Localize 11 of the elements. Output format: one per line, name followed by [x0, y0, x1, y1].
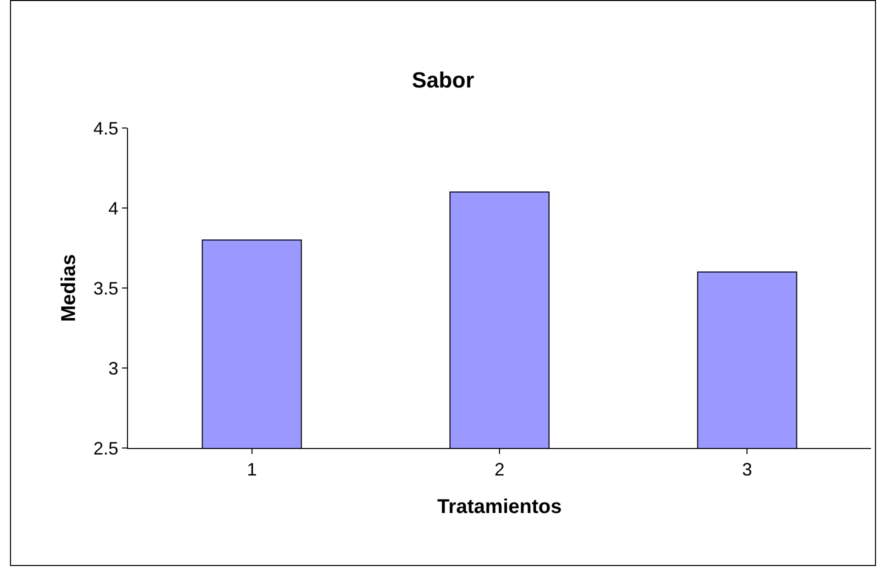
y-tick-label: 4.5 [93, 118, 118, 138]
y-tick-label: 3.5 [93, 278, 118, 298]
x-axis-title: Tratamientos [437, 496, 562, 518]
y-axis-title: Medias [58, 254, 80, 322]
x-tick-label: 2 [494, 460, 505, 480]
y-tick-label: 4 [108, 198, 118, 218]
y-tick-label: 3 [108, 358, 118, 378]
chart-title: Sabor [412, 68, 475, 93]
y-tick-label: 2.5 [93, 438, 118, 458]
x-tick-label: 3 [742, 460, 752, 480]
x-tick-label: 1 [246, 460, 257, 480]
